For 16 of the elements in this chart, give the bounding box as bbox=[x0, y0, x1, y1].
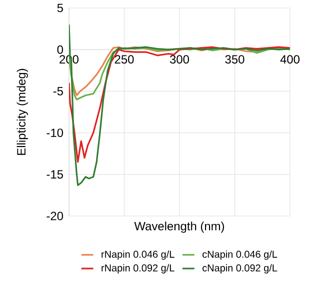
y-tick-label: -15 bbox=[46, 170, 63, 179]
legend-label: cNapin 0.046 g/L bbox=[202, 250, 278, 260]
x-tick-label: 250 bbox=[114, 55, 134, 64]
y-axis-title: Ellipticity (mdeg) bbox=[16, 68, 28, 155]
y-tick-label: -20 bbox=[46, 212, 64, 220]
x-tick-label: 400 bbox=[280, 55, 300, 64]
y-tick-label: -10 bbox=[46, 128, 64, 138]
x-tick-label: 350 bbox=[225, 55, 244, 64]
y-tick-label: -5 bbox=[53, 87, 63, 96]
legend-label: rNapin 0.046 g/L bbox=[102, 250, 174, 260]
y-tick-label: 5 bbox=[57, 4, 63, 12]
legend-label: rNapin 0.092 g/L bbox=[102, 264, 174, 274]
x-axis-title: Wavelength (nm) bbox=[134, 222, 224, 233]
legend-label: cNapin 0.092 g/L bbox=[202, 264, 278, 274]
y-tick-label: 0 bbox=[57, 45, 64, 54]
x-tick-label: 300 bbox=[170, 55, 190, 64]
